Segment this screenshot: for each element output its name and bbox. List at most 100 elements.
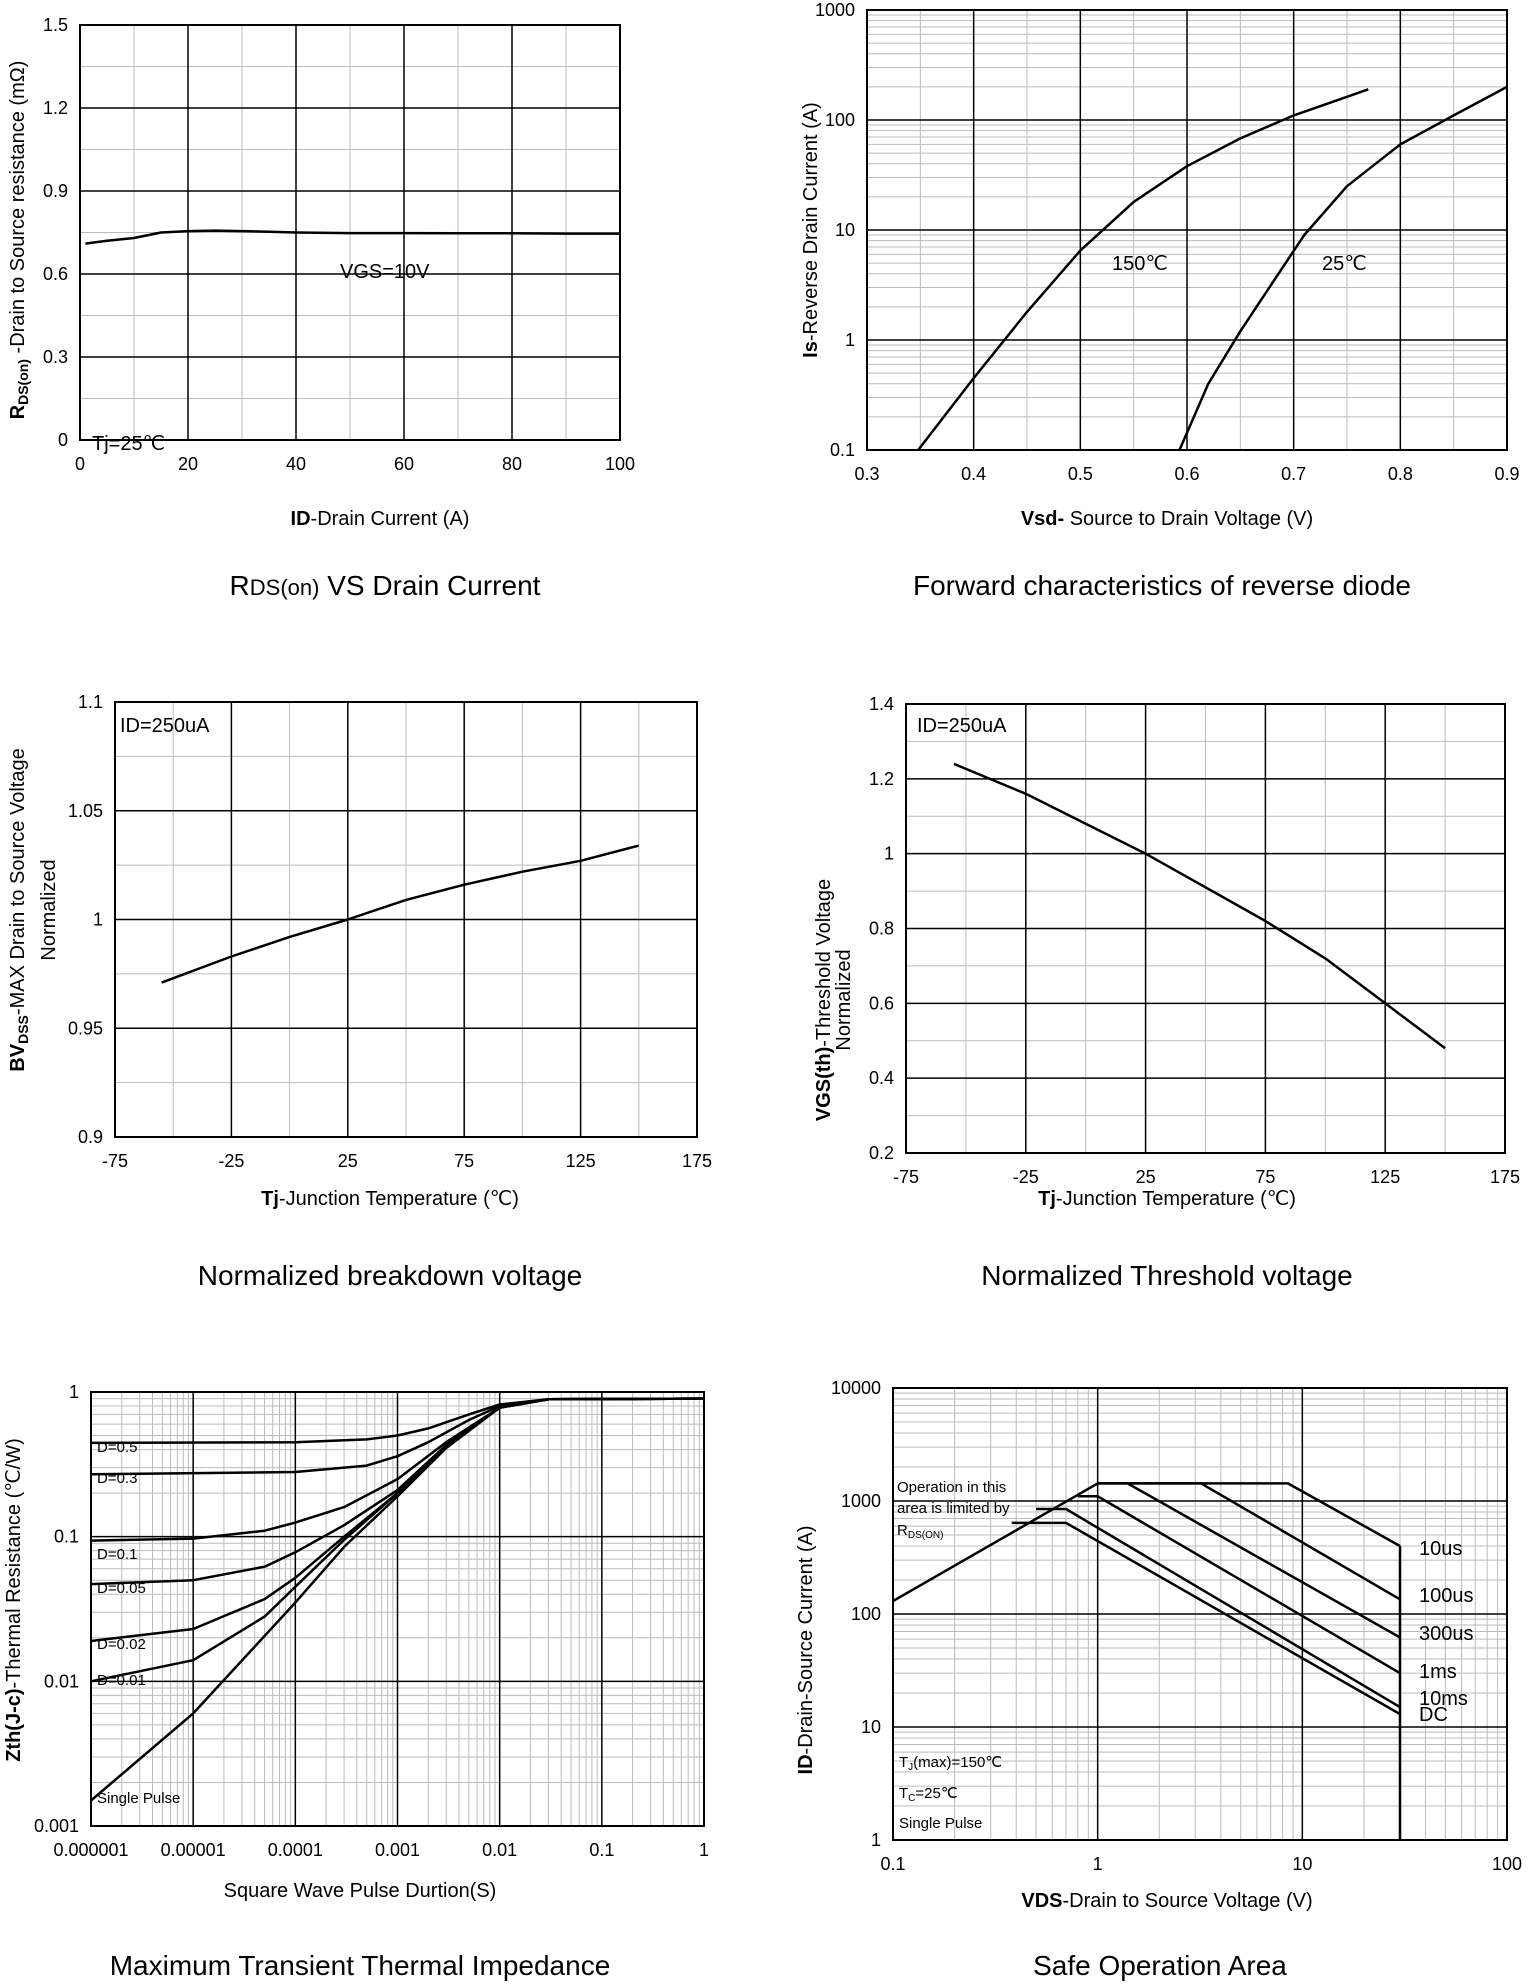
chart-safe-operation-area: 0.1 1 10 100 1 10 100 1000 10000 VDS-Drain to Sou…: [767, 1340, 1534, 1985]
y-axis-label: VGS(th)-Threshold Voltage: [813, 879, 835, 1121]
x-tick-label: 175: [1490, 1167, 1520, 1187]
grid: [866, 9, 1508, 451]
series-label: DC: [1419, 1704, 1448, 1726]
y-axis-label-2: Normalized: [833, 949, 855, 1050]
y-tick-label: 1: [845, 330, 855, 350]
y-axis-label-text: -MAX Drain to Source Voltage: [7, 748, 29, 1015]
chart-caption: Forward characteristics of reverse diode: [913, 570, 1411, 601]
x-tick-label: 1: [1093, 1854, 1103, 1874]
y-axis-label: BVDSS-MAX Drain to Source Voltage: [7, 748, 31, 1071]
x-tick-label: 100: [1492, 1854, 1522, 1874]
y-tick-label: 1: [884, 844, 894, 864]
series-label: Single Pulse: [97, 1790, 180, 1807]
condition-t: T: [899, 1785, 908, 1802]
x-tick-label: 0.1: [589, 1840, 614, 1860]
chart-svg: 0 20 40 60 80 100 0 0.3 0.6 0.9 1.2 1.5 ID-Drain Cur…: [7, 15, 635, 601]
y-axis-label-bold: R: [7, 404, 29, 419]
series-line: [85, 229, 620, 245]
x-tick-label: 0.1: [880, 1854, 905, 1874]
y-axis-label: RDS(on) -Drain to Source resistance (mΩ): [7, 61, 31, 420]
condition-tc: TC=25℃: [899, 1785, 958, 1804]
x-tick-label: 100: [605, 454, 635, 474]
x-axis-label-text: -Junction Temperature (℃): [279, 1188, 519, 1210]
condition-tj: TJ(max)=150℃: [899, 1754, 1002, 1773]
chart-rdson: 0 20 40 60 80 100 0 0.3 0.6 0.9 1.2 1.5 ID-Drain Cur…: [0, 0, 767, 640]
series-line: [90, 1397, 705, 1802]
annotation-box-line: Operation in this: [897, 1479, 1006, 1496]
condition-sub: C: [908, 1793, 915, 1804]
y-tick-label: 0: [58, 430, 68, 450]
y-tick-label: 0.8: [869, 919, 894, 939]
x-tick-label: 75: [454, 1151, 474, 1171]
annotation-box-r: R: [897, 1522, 908, 1539]
x-tick-label: 1: [699, 1840, 709, 1860]
chart-svg: 0.000001 0.00001 0.0001 0.001 0.01 0.1 1 0.001 0…: [3, 1382, 709, 1981]
series-label: D=0.01: [97, 1672, 146, 1689]
chart-caption-main: Maximum Transient Thermal Impedance: [110, 1950, 611, 1981]
x-tick-label: 0.4: [961, 464, 986, 484]
x-tick-label: 0.0001: [268, 1840, 323, 1860]
plot-frame: [866, 9, 1508, 451]
y-axis-label-2: Normalized: [38, 859, 60, 960]
y-tick-label: 100: [851, 1604, 881, 1624]
chart-svg: 0.1 1 10 100 1 10 100 1000 10000 VDS-Drain to Sou…: [795, 1378, 1522, 1981]
chart-caption: Maximum Transient Thermal Impedance: [110, 1950, 611, 1981]
y-tick-label: 1: [93, 910, 103, 930]
y-tick-label: 1: [69, 1382, 79, 1402]
series-label-150c: 150℃: [1112, 253, 1168, 275]
x-axis-label-text: Square Wave Pulse Durtion(S): [224, 1880, 497, 1902]
x-tick-label: 125: [566, 1151, 596, 1171]
x-axis-label: Tj-Junction Temperature (℃): [261, 1188, 519, 1210]
y-axis-label-bold: Is: [800, 341, 822, 358]
series-label: 10ms: [1419, 1688, 1468, 1710]
x-axis-label: Square Wave Pulse Durtion(S): [224, 1880, 497, 1902]
x-tick-label: 0.3: [854, 464, 879, 484]
chart-caption: Normalized breakdown voltage: [198, 1260, 582, 1291]
x-tick-label: 10: [1292, 1854, 1312, 1874]
annotation-box-sub: DS(ON): [908, 1530, 944, 1541]
annotation-id: ID=250uA: [917, 715, 1007, 737]
condition-value: =25℃: [915, 1785, 957, 1802]
y-tick-label: 10000: [831, 1378, 881, 1398]
x-tick-label: 0.8: [1388, 464, 1413, 484]
plot-frame: [90, 1391, 705, 1827]
x-tick-label: 125: [1370, 1167, 1400, 1187]
series-label: D=0.5: [97, 1439, 137, 1456]
x-tick-label: 0.000001: [53, 1840, 128, 1860]
chart-diode-forward: 0.3 0.4 0.5 0.6 0.7 0.8 0.9 0.1 1 10 100 1000 Vsd- S…: [767, 0, 1534, 640]
x-axis-label: Vsd- Source to Drain Voltage (V): [1021, 508, 1313, 530]
grid: [905, 703, 1506, 1154]
chart-caption: RDS(on) VS Drain Current: [230, 570, 541, 601]
annotation-box-line: area is limited by: [897, 1500, 1010, 1517]
y-tick-label: 0.01: [44, 1671, 79, 1691]
chart-caption-main: Normalized Threshold voltage: [981, 1260, 1352, 1291]
x-tick-label: 0.5: [1068, 464, 1093, 484]
plot-frame: [905, 703, 1506, 1154]
series-line: [1178, 85, 1508, 451]
series-line: [1077, 1495, 1401, 1675]
y-axis-label-text: -Threshold Voltage: [813, 879, 835, 1047]
y-tick-label: 1: [871, 1830, 881, 1850]
chart-caption-main: Safe Operation Area: [1033, 1950, 1287, 1981]
series-line: [1127, 1482, 1401, 1601]
x-axis-label-bold: ID: [291, 508, 311, 530]
x-axis-label: VDS-Drain to Source Voltage (V): [1021, 1890, 1312, 1912]
series-label: 100us: [1419, 1585, 1474, 1607]
annotation-box-line: RDS(ON): [897, 1522, 943, 1541]
chart-svg: -75 -25 25 75 125 175 0.2 0.4 0.6 0.8 1 1.2 1.4 Tj-Ju…: [813, 694, 1520, 1291]
series-line: [1097, 1482, 1401, 1639]
annotation-id: ID=250uA: [120, 715, 210, 737]
x-axis-label-text: -Drain to Source Voltage (V): [1063, 1890, 1313, 1912]
chart-caption-sub: DS(on): [250, 575, 320, 600]
x-axis-label-bold: Tj: [261, 1188, 279, 1210]
y-axis-label-text: -Reverse Drain Current (A): [800, 102, 822, 341]
series-line: [1036, 1507, 1401, 1709]
y-axis-label-bold: ID: [795, 1754, 817, 1774]
y-tick-label: 0.95: [68, 1018, 103, 1038]
grid: [114, 701, 698, 1138]
chart-threshold-voltage: -75 -25 25 75 125 175 0.2 0.4 0.6 0.8 1 1.2 1.4 Tj-Ju…: [767, 660, 1534, 1320]
y-axis-label-bold: BV: [7, 1043, 29, 1071]
x-tick-label: -25: [1013, 1167, 1039, 1187]
y-tick-label: 1.2: [869, 769, 894, 789]
x-axis-label-bold: Tj: [1038, 1188, 1056, 1210]
